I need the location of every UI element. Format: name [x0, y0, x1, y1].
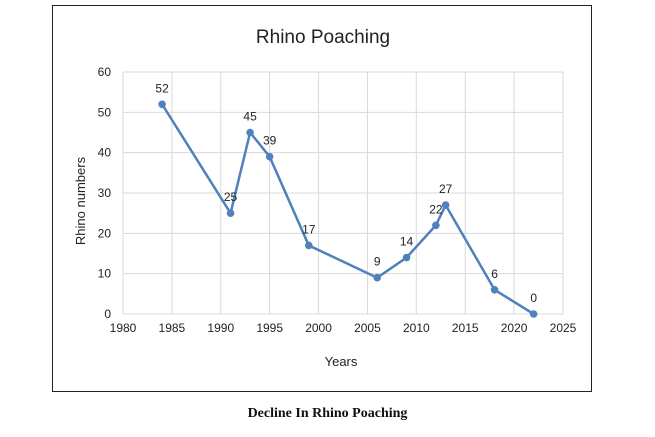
y-tick-label: 60	[98, 65, 112, 79]
y-axis-title: Rhino numbers	[73, 156, 88, 245]
data-point	[529, 310, 538, 318]
data-point	[373, 273, 382, 282]
data-label: 17	[302, 222, 316, 236]
x-tick-label: 2000	[305, 321, 332, 335]
y-tick-label: 40	[98, 146, 112, 160]
x-tick-label: 2020	[501, 321, 528, 335]
data-point	[490, 286, 499, 294]
data-label: 45	[243, 110, 257, 124]
data-point	[226, 209, 235, 217]
y-tick-label: 50	[98, 105, 112, 119]
chart-title: Rhino Poaching	[256, 27, 390, 48]
data-point	[441, 201, 450, 209]
x-tick-label: 1985	[159, 321, 186, 335]
label-layer: 52 25 45 39 17 9 14 22 27 6 0	[155, 81, 537, 305]
x-tick-label: 1995	[256, 321, 283, 335]
data-label: 39	[263, 134, 277, 148]
chart-frame: 1980 1985 1990 1995 2000 2005 2010 2015 2020 2025…	[52, 5, 592, 392]
data-point	[158, 100, 166, 109]
x-tick-label: 2010	[403, 321, 430, 335]
figure-caption: Decline In Rhino Poaching	[247, 406, 408, 421]
data-point	[432, 221, 440, 230]
x-axis-title: Years	[325, 354, 358, 369]
grid-layer	[122, 71, 564, 315]
line-chart: 1980 1985 1990 1995 2000 2005 2010 2015 2020 2025…	[73, 27, 577, 369]
series-layer	[158, 100, 538, 318]
data-label: 0	[530, 291, 537, 305]
axis-layer: 1980 1985 1990 1995 2000 2005 2010 2015 2020 2025…	[98, 65, 577, 335]
y-tick-label: 30	[98, 186, 112, 200]
y-tick-label: 10	[98, 267, 112, 281]
y-tick-label: 0	[104, 307, 111, 321]
data-point	[246, 128, 254, 137]
x-tick-label: 1980	[110, 321, 137, 335]
data-label: 22	[429, 202, 443, 216]
data-label: 9	[374, 255, 381, 269]
x-tick-label: 2025	[550, 321, 577, 335]
data-label: 27	[439, 182, 453, 196]
x-tick-label: 2005	[354, 321, 381, 335]
x-tick-label: 1990	[207, 321, 234, 335]
data-label: 52	[155, 81, 169, 95]
data-label: 25	[224, 190, 238, 204]
x-tick-label: 2015	[452, 321, 479, 335]
series-line	[161, 103, 535, 316]
data-label: 14	[400, 235, 414, 249]
y-tick-label: 20	[98, 226, 112, 240]
data-point	[265, 152, 274, 161]
data-point	[304, 241, 313, 250]
data-point	[402, 253, 411, 262]
data-label: 6	[491, 267, 498, 281]
